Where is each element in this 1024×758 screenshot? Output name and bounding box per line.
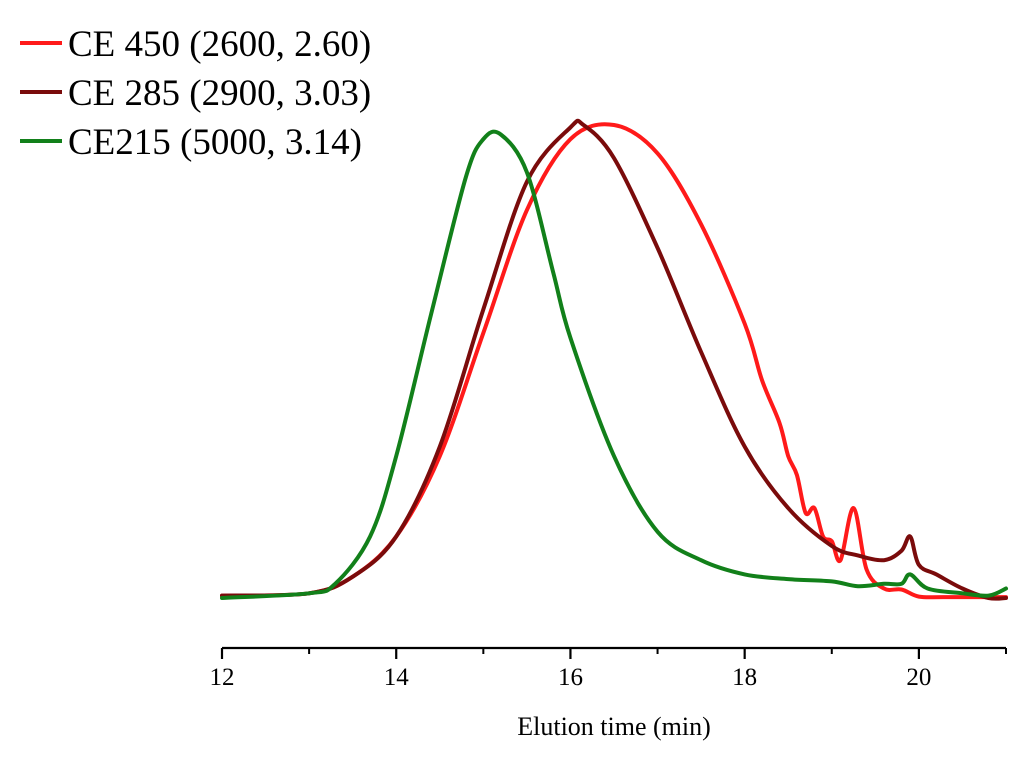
x-axis: 12 14 16 18 20: [210, 646, 1007, 691]
x-tick-label-14: 14: [384, 664, 410, 691]
series-line-2: [220, 118, 1008, 601]
legend-label-1: CE 450 (2600, 2.60): [68, 24, 371, 65]
x-tick-label-16: 16: [558, 664, 583, 691]
x-tick-label-12: 12: [210, 664, 235, 691]
x-tick-label-18: 18: [732, 664, 757, 691]
legend: CE 450 (2600, 2.60) CE 285 (2900, 3.03) CE…: [20, 24, 371, 163]
x-tick-label-20: 20: [906, 664, 931, 691]
x-axis-title: Elution time (min): [517, 712, 711, 741]
legend-label-3: CE215 (5000, 3.14): [68, 122, 362, 163]
series-line-1: [220, 122, 1008, 600]
legend-label-2: CE 285 (2900, 3.03): [68, 73, 371, 114]
series-layer: [220, 118, 1008, 601]
series-line-3: [220, 129, 1008, 600]
